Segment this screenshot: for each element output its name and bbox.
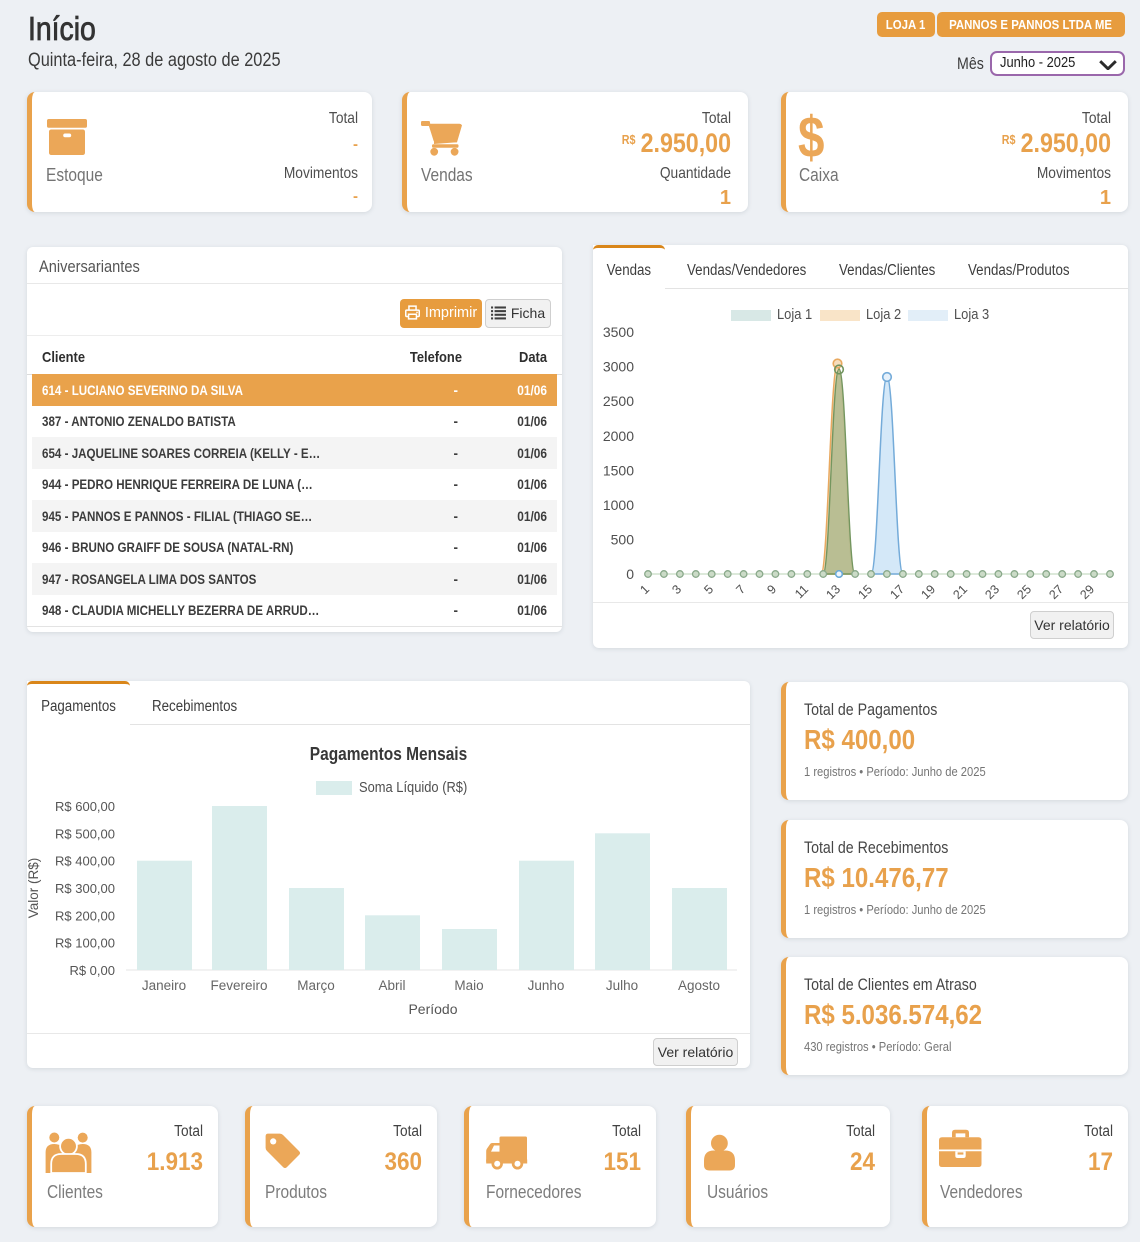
svg-text:25: 25 xyxy=(1014,582,1034,602)
svg-text:Fevereiro: Fevereiro xyxy=(210,978,267,993)
svg-text:3: 3 xyxy=(669,582,684,597)
svg-text:21: 21 xyxy=(950,582,970,602)
svg-text:Março: Março xyxy=(297,978,335,993)
svg-text:R$ 400,00: R$ 400,00 xyxy=(55,854,115,869)
svg-text:3500: 3500 xyxy=(603,324,634,340)
svg-text:Junho: Junho xyxy=(528,978,565,993)
svg-text:5: 5 xyxy=(701,582,716,597)
svg-text:R$ 500,00: R$ 500,00 xyxy=(55,826,115,841)
svg-text:9: 9 xyxy=(764,582,779,597)
svg-text:Janeiro: Janeiro xyxy=(142,978,186,993)
svg-text:R$ 600,00: R$ 600,00 xyxy=(55,799,115,814)
svg-text:500: 500 xyxy=(611,532,635,548)
svg-text:1: 1 xyxy=(637,582,652,597)
svg-text:29: 29 xyxy=(1077,582,1097,602)
svg-text:R$ 200,00: R$ 200,00 xyxy=(55,908,115,923)
svg-text:19: 19 xyxy=(918,582,938,602)
svg-text:R$ 100,00: R$ 100,00 xyxy=(55,936,115,951)
svg-text:Abril: Abril xyxy=(378,978,405,993)
svg-text:R$ 300,00: R$ 300,00 xyxy=(55,881,115,896)
svg-text:2000: 2000 xyxy=(603,428,634,444)
svg-text:1500: 1500 xyxy=(603,462,634,478)
svg-text:11: 11 xyxy=(792,582,811,601)
svg-text:15: 15 xyxy=(855,582,875,602)
svg-text:Agosto: Agosto xyxy=(678,978,720,993)
svg-text:Maio: Maio xyxy=(454,978,483,993)
svg-text:Valor (R$): Valor (R$) xyxy=(27,858,41,919)
svg-text:3000: 3000 xyxy=(603,359,634,375)
svg-text:17: 17 xyxy=(887,582,907,602)
svg-text:27: 27 xyxy=(1046,582,1066,602)
svg-text:23: 23 xyxy=(982,582,1002,602)
svg-text:R$ 0,00: R$ 0,00 xyxy=(69,963,115,978)
svg-text:Julho: Julho xyxy=(606,978,638,993)
svg-text:13: 13 xyxy=(823,582,843,602)
svg-text:7: 7 xyxy=(733,582,748,597)
svg-text:0: 0 xyxy=(626,566,634,582)
svg-text:2500: 2500 xyxy=(603,393,634,409)
svg-text:1000: 1000 xyxy=(603,497,634,513)
svg-text:Período: Período xyxy=(408,1001,457,1017)
